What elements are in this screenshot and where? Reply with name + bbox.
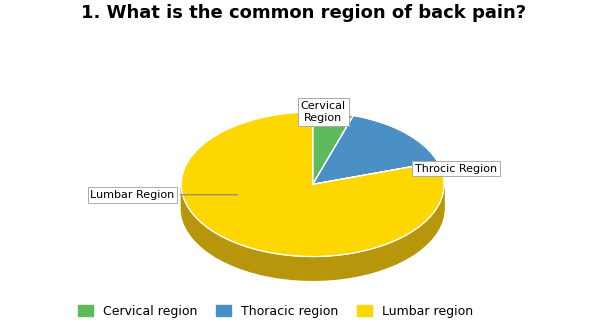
Polygon shape [181,112,444,257]
Text: Throcic Region: Throcic Region [415,164,497,173]
Legend: Cervical region, Thoracic region, Lumbar region: Cervical region, Thoracic region, Lumbar… [73,300,478,323]
Text: Lumbar Region: Lumbar Region [90,190,237,200]
Text: Cervical
Region: Cervical Region [300,101,346,123]
Polygon shape [313,112,353,184]
Polygon shape [181,186,444,280]
Polygon shape [313,115,438,184]
Title: 1. What is the common region of back pain?: 1. What is the common region of back pai… [81,4,526,22]
